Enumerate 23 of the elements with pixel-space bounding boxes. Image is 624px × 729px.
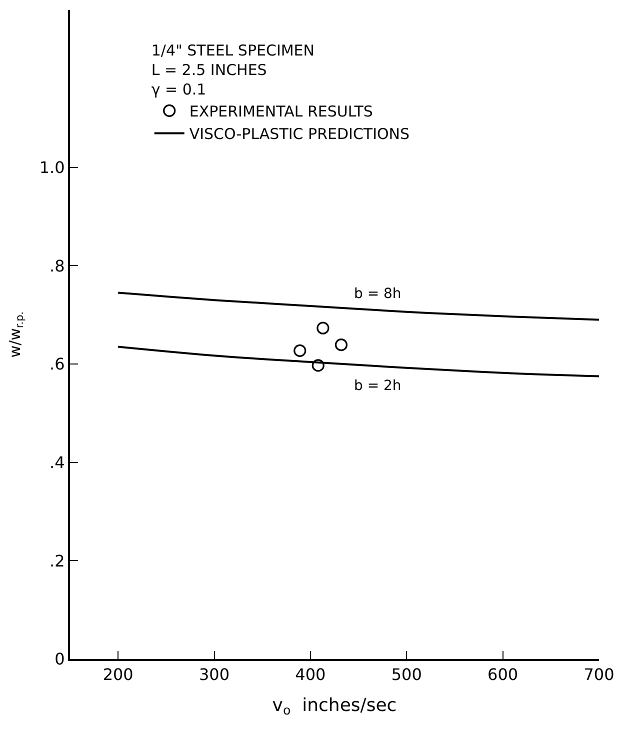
x-tick-label: 300	[198, 665, 230, 684]
point	[294, 344, 306, 358]
legend-label: EXPERIMENTAL RESULTS	[189, 102, 373, 121]
y-tick-label: 1.0	[39, 158, 65, 177]
y-tick-label: .2	[50, 551, 65, 570]
point	[334, 338, 348, 352]
y-tick-label: .6	[50, 354, 65, 374]
y-tick-label: 0	[54, 650, 65, 669]
x-tick-label: 600	[488, 665, 518, 684]
x-axis-title: v$_{o}$ inches/sec	[272, 694, 397, 718]
x-tick-label: 400	[295, 665, 326, 684]
x-tick-label: 500	[391, 665, 422, 684]
point	[312, 359, 324, 372]
x-tick-label: 200	[102, 665, 134, 684]
y-tick-label: .8	[50, 256, 65, 276]
series-label: b = 2h	[354, 378, 402, 394]
y-tick-label: .4	[50, 452, 65, 472]
series-label: b = 8h	[354, 286, 402, 302]
annotation: VISCO-PLASTIC PREDICTIONS	[189, 125, 410, 144]
legend-title: 1/4" STEEL SPECIMEN L = 2.5 INCHES γ = 0.1	[151, 41, 315, 98]
x-tick-label: 700	[584, 665, 614, 684]
line-series	[117, 346, 599, 378]
point	[316, 322, 330, 334]
